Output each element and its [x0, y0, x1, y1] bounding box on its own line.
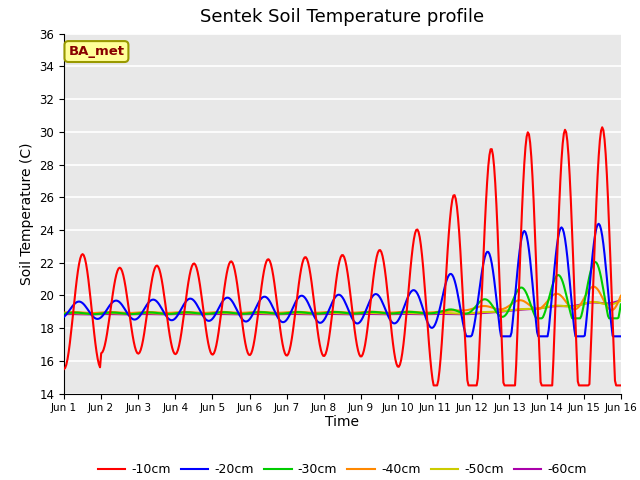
- Y-axis label: Soil Temperature (C): Soil Temperature (C): [20, 143, 34, 285]
- -60cm: [399, 311, 407, 317]
- -50cm: [373, 311, 381, 316]
- Line: -40cm: -40cm: [64, 287, 621, 313]
- -40cm: [373, 309, 381, 315]
- -30cm: [234, 311, 241, 316]
- -10cm: [234, 281, 241, 287]
- -50cm: [86, 311, 93, 317]
- -20cm: [595, 221, 602, 227]
- Text: BA_met: BA_met: [68, 45, 124, 58]
- -60cm: [234, 312, 242, 317]
- -30cm: [60, 311, 68, 316]
- -20cm: [567, 290, 575, 296]
- -30cm: [295, 309, 303, 315]
- -50cm: [60, 311, 68, 316]
- -50cm: [470, 310, 478, 316]
- Line: -20cm: -20cm: [64, 224, 621, 336]
- -10cm: [295, 281, 303, 287]
- -20cm: [234, 308, 241, 313]
- -50cm: [399, 310, 407, 316]
- -40cm: [567, 305, 575, 311]
- -40cm: [399, 309, 407, 315]
- -50cm: [234, 311, 242, 316]
- -60cm: [373, 311, 381, 317]
- -10cm: [430, 383, 438, 388]
- -50cm: [296, 310, 304, 316]
- -20cm: [463, 334, 471, 339]
- -60cm: [296, 311, 304, 317]
- -10cm: [567, 197, 575, 203]
- Title: Sentek Soil Temperature profile: Sentek Soil Temperature profile: [200, 9, 484, 26]
- -40cm: [296, 309, 304, 315]
- -30cm: [469, 307, 477, 312]
- -20cm: [617, 334, 625, 339]
- -60cm: [60, 311, 68, 317]
- -50cm: [617, 298, 625, 304]
- Line: -10cm: -10cm: [64, 127, 621, 385]
- -40cm: [470, 305, 478, 311]
- -10cm: [60, 366, 68, 372]
- -10cm: [617, 383, 625, 388]
- -30cm: [617, 301, 625, 307]
- -40cm: [234, 310, 242, 316]
- -20cm: [295, 294, 303, 300]
- -40cm: [590, 284, 598, 289]
- -40cm: [60, 310, 68, 315]
- -30cm: [372, 309, 380, 315]
- -40cm: [88, 310, 96, 316]
- -30cm: [591, 259, 599, 265]
- Line: -30cm: -30cm: [64, 262, 621, 318]
- -60cm: [470, 311, 478, 317]
- -30cm: [399, 310, 406, 315]
- -10cm: [399, 350, 406, 356]
- X-axis label: Time: Time: [325, 415, 360, 429]
- Line: -50cm: -50cm: [64, 301, 621, 314]
- -20cm: [372, 291, 380, 297]
- -40cm: [617, 293, 625, 299]
- -60cm: [567, 303, 575, 309]
- -10cm: [372, 260, 380, 266]
- -10cm: [598, 124, 606, 130]
- -50cm: [567, 304, 575, 310]
- -20cm: [399, 309, 406, 315]
- Line: -60cm: -60cm: [64, 300, 621, 314]
- -30cm: [533, 315, 541, 321]
- Legend: -10cm, -20cm, -30cm, -40cm, -50cm, -60cm: -10cm, -20cm, -30cm, -40cm, -50cm, -60cm: [93, 458, 592, 480]
- -20cm: [60, 314, 68, 320]
- -20cm: [470, 322, 478, 327]
- -60cm: [617, 298, 625, 303]
- -30cm: [567, 311, 575, 317]
- -10cm: [470, 383, 478, 388]
- -60cm: [84, 312, 92, 317]
